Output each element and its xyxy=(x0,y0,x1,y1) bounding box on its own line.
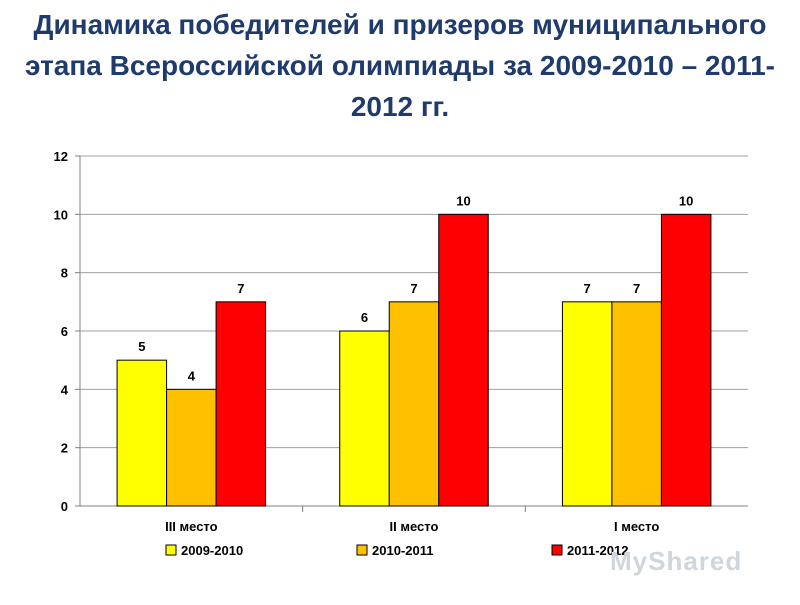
legend-label: 2010-2011 xyxy=(372,543,433,558)
data-label: 7 xyxy=(237,281,244,296)
bar xyxy=(116,359,168,507)
legend-label: 2011-2012 xyxy=(567,543,628,558)
data-label: 4 xyxy=(188,368,196,383)
legend-swatch xyxy=(551,544,563,556)
legend-swatch xyxy=(165,544,177,556)
bar xyxy=(438,213,489,507)
bar xyxy=(339,330,390,507)
data-label: 10 xyxy=(456,193,470,208)
x-tick-label: I место xyxy=(614,519,659,534)
x-tick-label: II место xyxy=(390,519,439,534)
y-tick-label: 4 xyxy=(61,382,69,397)
chart-title: Динамика победителей и призеров муниципа… xyxy=(24,9,775,122)
data-label: 7 xyxy=(633,281,640,296)
legend-label: 2009-2010 xyxy=(181,543,243,558)
bar xyxy=(561,301,613,507)
bar xyxy=(611,301,662,507)
y-tick-label: 2 xyxy=(61,441,68,456)
bar xyxy=(660,213,712,507)
watermark-logo: MyShared xyxy=(610,546,743,576)
data-label: 7 xyxy=(584,281,591,296)
y-tick-label: 6 xyxy=(61,324,68,339)
data-label: 6 xyxy=(361,310,368,325)
data-label: 10 xyxy=(679,193,693,208)
y-tick-label: 8 xyxy=(61,266,68,281)
data-label: 5 xyxy=(138,339,145,354)
legend-swatch xyxy=(356,544,368,556)
y-tick-label: 10 xyxy=(54,207,68,222)
bar xyxy=(388,301,440,507)
x-tick-label: III место xyxy=(165,519,218,534)
y-tick-label: 0 xyxy=(61,499,68,514)
y-tick-label: 12 xyxy=(54,149,68,164)
data-label: 7 xyxy=(410,281,417,296)
bar xyxy=(215,301,267,507)
bar xyxy=(166,388,217,507)
